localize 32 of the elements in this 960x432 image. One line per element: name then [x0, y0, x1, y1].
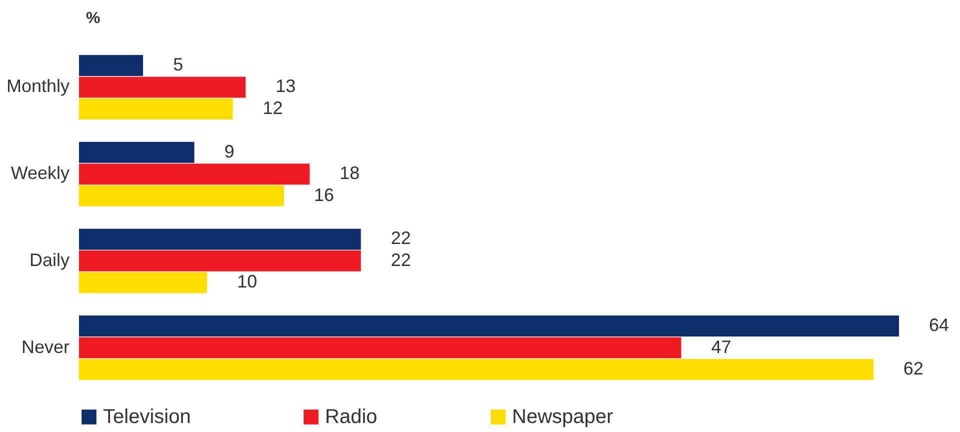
bar [79, 228, 361, 250]
bar [79, 272, 208, 294]
bar [79, 337, 682, 358]
data-label: 10 [237, 272, 258, 292]
y-tick-label: Weekly [10, 163, 70, 184]
data-label: 47 [711, 336, 732, 357]
legend-label: Newspaper [512, 406, 614, 428]
data-label: 22 [390, 250, 411, 270]
data-label: 5 [173, 54, 184, 75]
data-label: 64 [929, 315, 950, 336]
bar [79, 76, 246, 98]
y-tick-label: Monthly [6, 76, 70, 96]
bar [79, 250, 361, 272]
bar [79, 55, 144, 76]
data-label: 22 [390, 228, 411, 248]
bar [79, 185, 284, 206]
y-tick-label: Daily [29, 250, 70, 270]
data-label: 18 [340, 163, 360, 184]
legend-label: Television [103, 406, 191, 428]
chart-title: % [86, 10, 100, 27]
data-label: 9 [224, 141, 234, 162]
bar [79, 98, 233, 120]
bar [79, 358, 874, 380]
y-tick-label: Never [21, 336, 70, 357]
data-label: 62 [903, 358, 924, 378]
bar [79, 316, 899, 337]
bar [79, 164, 310, 185]
data-label: 13 [276, 76, 296, 96]
data-label: 16 [314, 184, 334, 205]
legend-label: Radio [325, 406, 378, 428]
data-label: 12 [262, 98, 283, 118]
bar [79, 142, 194, 163]
